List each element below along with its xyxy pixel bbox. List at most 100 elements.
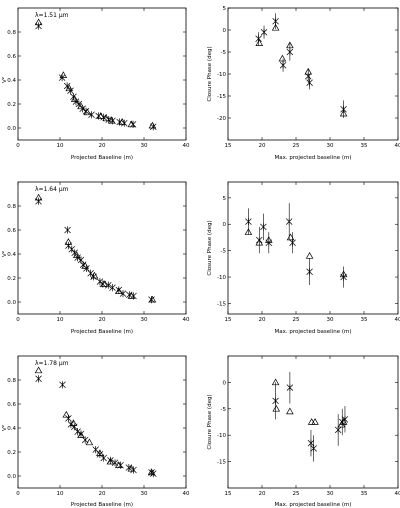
x-axis-label: Projected Baseline (m) <box>71 329 133 335</box>
data-point-triangle <box>271 23 280 31</box>
data-point-triangle <box>34 18 43 26</box>
data-point-triangle <box>311 418 319 425</box>
data-point-triangle <box>127 464 136 472</box>
plot-frame <box>17 355 187 489</box>
plot-frame <box>227 181 399 315</box>
data-point-cross <box>245 218 252 226</box>
plot-frame <box>227 7 399 141</box>
x-tick-label: 40 <box>183 491 190 497</box>
data-point-triangle <box>305 252 314 259</box>
plot-frame <box>227 355 399 489</box>
x-tick-label: 30 <box>327 491 334 497</box>
y-tick-label: 0.6 <box>7 402 16 408</box>
data-point-cross <box>68 245 76 253</box>
data-point-cross <box>260 223 267 231</box>
x-tick-label: 0 <box>16 143 20 149</box>
data-point-cross <box>105 281 112 289</box>
data-point-triangle <box>114 461 123 468</box>
data-point-cross <box>65 414 72 422</box>
data-point-cross <box>286 384 294 392</box>
x-tick-label: 30 <box>327 143 334 149</box>
data-point-triangle <box>339 418 348 425</box>
y-axis-label: Closure Phase (deg) <box>207 394 213 449</box>
data-point-triangle <box>77 431 85 438</box>
data-point-triangle <box>244 228 253 235</box>
data-point-triangle <box>278 54 287 62</box>
data-point-triangle <box>59 71 68 78</box>
y-tick-label: 0.4 <box>7 78 16 84</box>
y-tick-label: 0.2 <box>7 450 16 456</box>
x-axis-label: Projected Baseline (m) <box>71 155 133 161</box>
x-tick-label: 40 <box>395 317 400 323</box>
x-tick-label: 35 <box>361 491 368 497</box>
data-point-triangle <box>70 95 79 102</box>
data-point-triangle <box>65 84 74 92</box>
data-point-triangle <box>34 366 43 374</box>
y-tick-label: 5 <box>223 6 227 12</box>
x-tick-label: 35 <box>361 143 368 149</box>
x-tick-label: 20 <box>259 143 266 149</box>
data-point-triangle <box>148 121 157 129</box>
x-axis-label: Max. projected baseline (m) <box>274 155 351 161</box>
data-point-cross <box>92 446 99 454</box>
data-point-triangle <box>339 270 348 278</box>
data-point-triangle <box>147 468 156 476</box>
data-point-triangle <box>85 438 94 446</box>
data-point-triangle <box>100 280 108 287</box>
x-tick-label: 10 <box>57 317 64 323</box>
y-tick-label: 0.4 <box>7 252 16 258</box>
x-tick-label: 20 <box>99 491 106 497</box>
y-tick-label: -5 <box>221 407 227 413</box>
data-point-cross <box>285 218 293 226</box>
panel-closure-phase-1-64: Max. projected baseline (m) Closure Phas… <box>207 181 400 335</box>
data-point-triangle <box>255 39 264 46</box>
data-point-cross <box>310 444 317 452</box>
plot-frame <box>17 7 187 141</box>
y-tick-label: -15 <box>217 301 226 307</box>
x-tick-label: 0 <box>16 317 20 323</box>
x-tick-label: 10 <box>57 491 64 497</box>
data-point-triangle <box>96 112 105 119</box>
data-point-cross <box>100 454 107 462</box>
panel-closure-phase-1-51: Max. projected baseline (m) Closure Phas… <box>207 6 400 161</box>
data-point-triangle <box>64 238 73 245</box>
x-tick-label: 40 <box>395 491 400 497</box>
y-tick-label: 0 <box>223 222 227 228</box>
y-axis-label: V² <box>1 425 8 431</box>
panel-closure-phase-1-78: Max. projected baseline (m) Closure Phas… <box>207 355 400 508</box>
data-point-cross <box>96 450 104 458</box>
data-point-triangle <box>307 418 316 425</box>
data-point-triangle <box>102 114 111 122</box>
x-tick-label: 25 <box>293 317 300 323</box>
data-point-cross <box>272 17 279 25</box>
data-point-triangle <box>96 449 104 456</box>
data-point-cross <box>64 226 71 234</box>
x-tick-label: 15 <box>225 491 232 497</box>
y-tick-label: 0.8 <box>7 378 16 384</box>
x-tick-label: 10 <box>57 143 64 149</box>
data-point-cross <box>306 79 313 87</box>
data-point-cross <box>306 268 313 276</box>
x-tick-label: 15 <box>225 143 232 149</box>
y-tick-label: 0 <box>223 28 227 34</box>
x-tick-label: 40 <box>395 143 400 149</box>
data-point-triangle <box>272 404 281 412</box>
x-tick-label: 0 <box>16 491 20 497</box>
panel-label: λ=1.51 μm <box>35 12 69 19</box>
y-tick-label: 0 <box>223 380 227 386</box>
data-point-triangle <box>286 233 295 241</box>
y-axis-label: V² <box>1 251 8 257</box>
y-tick-label: -5 <box>221 249 227 255</box>
data-point-triangle <box>118 118 126 125</box>
data-point-cross <box>121 119 128 127</box>
data-point-triangle <box>255 238 264 246</box>
y-tick-label: 0.6 <box>7 228 16 234</box>
y-tick-label: 0.0 <box>7 126 16 132</box>
x-tick-label: 20 <box>259 317 266 323</box>
data-point-cross <box>71 423 78 431</box>
x-tick-label: 20 <box>99 143 106 149</box>
data-point-cross <box>59 381 66 389</box>
y-axis-label: V² <box>1 77 8 83</box>
data-point-cross <box>286 48 294 56</box>
y-tick-label: -5 <box>221 50 227 56</box>
